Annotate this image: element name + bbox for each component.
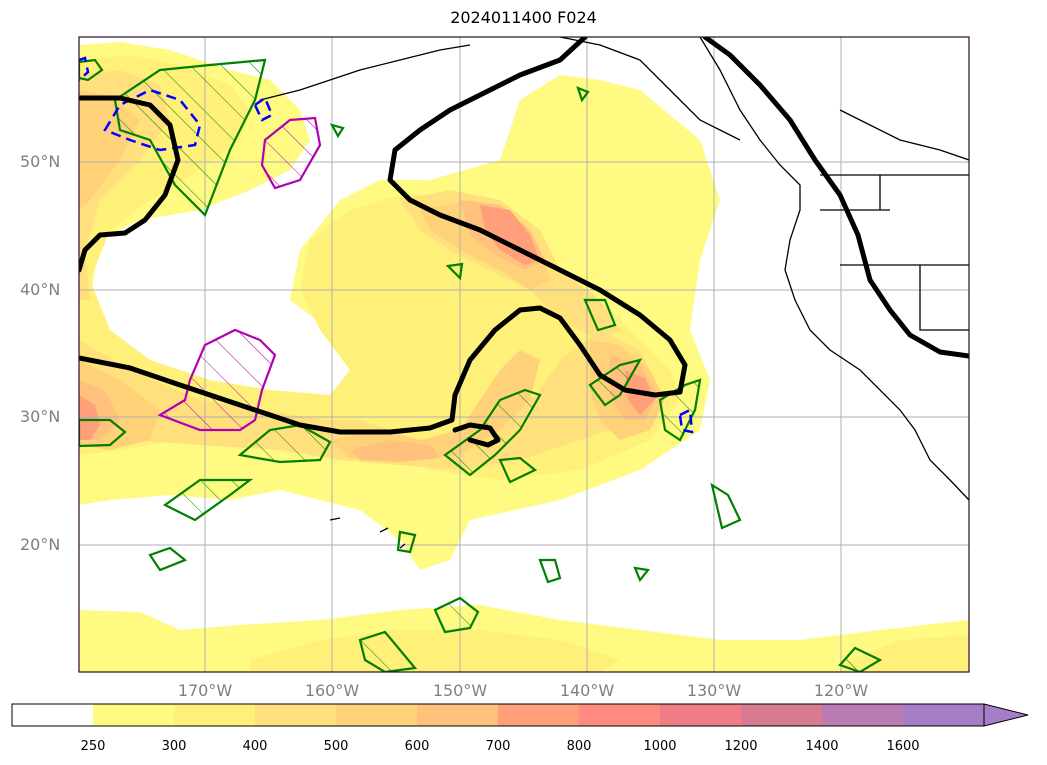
colorbar-tick-label: 700: [485, 739, 511, 754]
colorbar-tick-label: 600: [404, 739, 430, 754]
colorbar-segment: [174, 704, 255, 726]
lat-label-40: 40°N: [20, 280, 61, 299]
colorbar-extend-arrow: [983, 703, 1029, 727]
colorbar-tick-label: 1400: [805, 739, 839, 754]
lat-label-30: 30°N: [20, 407, 61, 426]
lon-label-140w: 140°W: [559, 681, 615, 700]
lat-label-20: 20°N: [20, 535, 61, 554]
colorbar-tick-label: 250: [80, 739, 106, 754]
colorbar-segment: [579, 704, 660, 726]
colorbar-frame: [11, 703, 985, 727]
colorbar-tick-label: 500: [323, 739, 349, 754]
colorbar-segment: [903, 704, 984, 726]
colorbar-tick-label: 1200: [724, 739, 758, 754]
lat-label-50: 50°N: [20, 152, 61, 171]
colorbar-tick-label: 1600: [886, 739, 920, 754]
colorbar-segment: [12, 704, 93, 726]
colorbar-segment: [741, 704, 822, 726]
map-title: 2024011400 F024: [450, 8, 597, 27]
colorbar-segment: [336, 704, 417, 726]
lon-label-160w: 160°W: [304, 681, 360, 700]
lon-label-130w: 130°W: [686, 681, 742, 700]
coastlines: [259, 37, 969, 549]
height-contours: [79, 37, 969, 448]
ivt-band-500: [79, 90, 665, 460]
ivt-band-tropical-2: [250, 630, 969, 672]
colorbar-segment: [255, 704, 336, 726]
colorbar-tick-label: 1000: [643, 739, 677, 754]
lon-label-170w: 170°W: [177, 681, 233, 700]
lon-label-150w: 150°W: [432, 681, 488, 700]
colorbar-tick-label: 800: [566, 739, 592, 754]
colorbar-segment: [93, 704, 174, 726]
ivt-shading: [79, 42, 969, 672]
colorbar-segment: [498, 704, 579, 726]
colorbar-segment: [660, 704, 741, 726]
colorbar: [11, 703, 1029, 727]
map-frame: [78, 36, 970, 673]
colorbar-segment: [417, 704, 498, 726]
colorbar-tick-label: 300: [161, 739, 187, 754]
colorbar-segment: [822, 704, 903, 726]
green-hatched-contours: [79, 58, 883, 672]
lon-label-120w: 120°W: [813, 681, 869, 700]
colorbar-tick-label: 400: [242, 739, 268, 754]
